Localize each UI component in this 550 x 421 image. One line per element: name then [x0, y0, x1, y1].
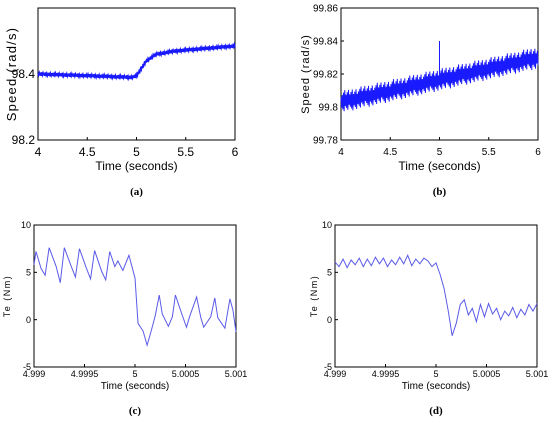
- x-tick-label: 5.5: [482, 147, 496, 158]
- caption-d: (d): [429, 405, 443, 417]
- y-tick-label: 99.86: [313, 4, 338, 15]
- x-tick-label: 4.999: [23, 369, 46, 379]
- panel-c: 4.999 4.9995 5 5.0005 5.001 -5 0 5 10 Time (sec…: [2, 220, 247, 417]
- y-tick-label: 0: [26, 315, 31, 325]
- y-tick-label: 10: [322, 220, 332, 230]
- x-tick-label: 4: [338, 147, 344, 158]
- y-tick-label: -5: [23, 362, 31, 372]
- x-tick-label: 5.5: [177, 145, 194, 159]
- plot-frame: [33, 224, 237, 368]
- x-tick-label: 5: [437, 147, 443, 158]
- x-tick-label: 5: [433, 369, 438, 379]
- x-tick-labels: 4.999 4.9995 5 5.0005 5.001: [324, 364, 549, 379]
- x-tick-label: 4.5: [383, 147, 397, 158]
- x-tick-label: 4.999: [324, 369, 347, 379]
- y-tick-labels: 99.78 99.8 99.82 99.84 99.86: [313, 4, 344, 147]
- panel-b: 4 4.5 5 5.5 6 99.78 99.8 99.82 99.84 99.86 Time …: [300, 4, 541, 199]
- y-tick-label: 99.82: [313, 70, 338, 81]
- y-tick-label: -5: [324, 362, 332, 372]
- x-axis-label: Time (seconds): [402, 381, 471, 392]
- panel-d: 4.999 4.9995 5 5.0005 5.001 -5 0 5 10 Time (sec…: [309, 220, 548, 417]
- y-axis-label: Speed (rad/s): [300, 34, 312, 114]
- y-tick-labels: 98.2 98.4: [12, 67, 41, 147]
- x-tick-label: 6: [535, 147, 541, 158]
- y-tick-label: 5: [26, 267, 31, 277]
- x-tick-label: 5.0005: [473, 369, 501, 379]
- caption-b: (b): [433, 186, 447, 198]
- y-tick-labels: -5 0 5 10: [322, 220, 338, 372]
- x-tick-label: 5.001: [225, 369, 248, 379]
- caption-c: (c): [129, 405, 142, 417]
- x-tick-label: 5.0005: [172, 369, 200, 379]
- y-tick-label: 99.78: [313, 136, 338, 147]
- torque-trace: [33, 247, 237, 348]
- x-tick-label: 6: [232, 145, 239, 159]
- x-tick-label: 5: [132, 369, 137, 379]
- y-tick-label: 98.2: [12, 133, 36, 147]
- x-axis-label: Time (seconds): [95, 159, 177, 173]
- plot-frame: [334, 224, 538, 368]
- y-tick-label: 10: [21, 220, 31, 230]
- y-tick-label: 98.4: [12, 67, 36, 81]
- x-tick-label: 4.5: [79, 145, 96, 159]
- x-tick-label: 5.001: [526, 369, 549, 379]
- x-tick-labels: 4.999 4.9995 5 5.0005 5.001: [23, 364, 248, 379]
- y-tick-label: 99.84: [313, 37, 338, 48]
- speed-trace: [37, 41, 236, 82]
- y-tick-label: 99.8: [319, 103, 339, 114]
- x-tick-label: 4.9995: [372, 369, 400, 379]
- x-tick-label: 4.9995: [71, 369, 99, 379]
- x-tick-labels: 4 4.5 5 5.5 6: [35, 137, 239, 159]
- x-axis-label: Time (seconds): [398, 159, 480, 173]
- y-axis-label: Te (Nm): [309, 275, 319, 318]
- torque-trace: [334, 254, 538, 336]
- y-tick-label: 5: [327, 267, 332, 277]
- y-axis-label: Te (Nm): [2, 275, 12, 318]
- x-tick-label: 4: [35, 145, 42, 159]
- x-axis-label: Time (seconds): [101, 381, 170, 392]
- y-axis-label: Speed (rad/s): [4, 27, 19, 121]
- caption-a: (a): [130, 186, 143, 198]
- y-tick-label: 0: [327, 315, 332, 325]
- panel-a: 4 4.5 5 5.5 6 98.2 98.4 Time (seconds) Speed …: [4, 7, 239, 198]
- x-tick-label: 5: [133, 145, 140, 159]
- y-tick-labels: -5 0 5 10: [21, 220, 37, 372]
